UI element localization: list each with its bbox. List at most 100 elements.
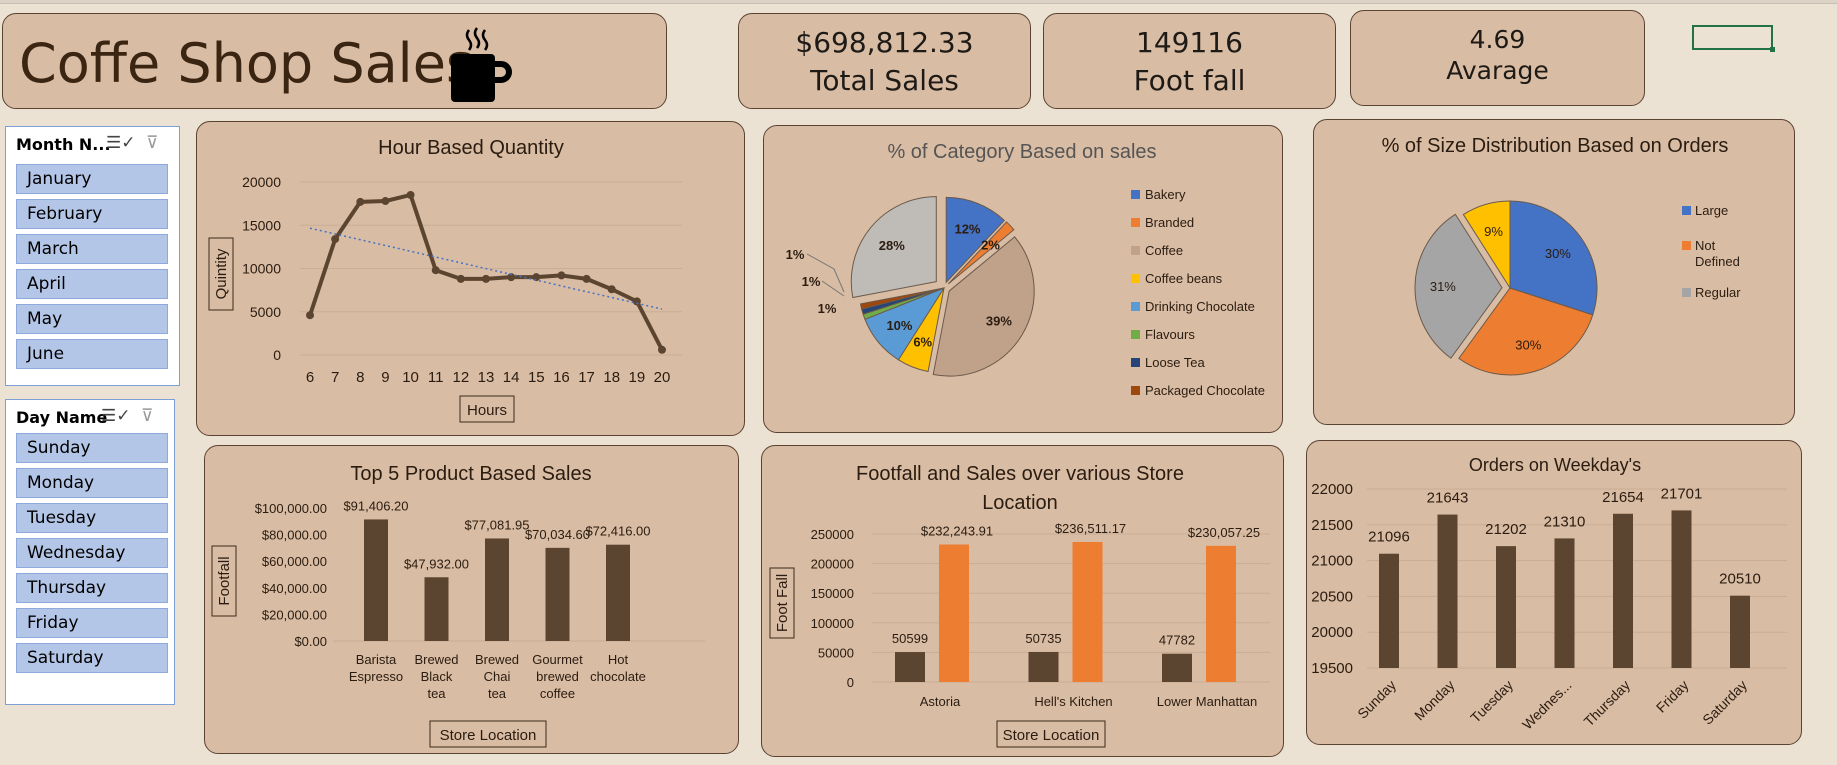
x-tick-label: Brewed Chai tea (475, 652, 519, 701)
bar (364, 519, 388, 641)
y-axis-title: Footfall (216, 556, 233, 605)
y-tick-label: 5000 (250, 304, 281, 320)
x-tick-label: Hot chocolate (590, 652, 646, 684)
slicer-item-wednesday[interactable]: Wednesday (16, 538, 168, 568)
slicer-item-february[interactable]: February (16, 199, 168, 229)
slice-label: 2% (981, 237, 1000, 252)
clear-filter-icon[interactable]: ⊽ (141, 406, 154, 425)
chart-title: Orders on Weekday's (1469, 455, 1641, 475)
data-label: $232,243.91 (921, 524, 993, 539)
y-tick-label: 20000 (1311, 624, 1353, 641)
data-label: 21643 (1427, 490, 1469, 507)
legend-swatch (1131, 190, 1140, 199)
y-tick-label: 20000 (242, 174, 281, 190)
leader-line (821, 280, 845, 297)
category-chart-card: % of Category Based on sales 12% 2% 39% 6% 10… (763, 125, 1283, 433)
legend-label: Not Defined (1695, 238, 1740, 269)
slicer-item-june[interactable]: June (16, 339, 168, 369)
selected-cell[interactable] (1692, 25, 1775, 52)
legend-swatch (1131, 302, 1140, 311)
y-axis-title-box (208, 237, 234, 311)
x-tick-label: 11 (428, 369, 444, 386)
pie-slice (945, 196, 1006, 284)
dashboard-title: Coffe Shop Sales (19, 32, 475, 95)
x-tick-label: 17 (578, 369, 595, 386)
slicer-item-may[interactable]: May (16, 304, 168, 334)
month-slicer-header: Month N... (16, 135, 111, 154)
slice-label: 1% (786, 247, 805, 262)
bar (1554, 538, 1575, 668)
kpi-average-value: 4.69 (1469, 25, 1526, 54)
day-slicer-header: Day Name (16, 408, 108, 427)
data-label: $77,081.95 (464, 517, 529, 532)
legend-label: Branded (1145, 215, 1194, 230)
legend-swatch (1131, 386, 1140, 395)
kpi-average: 4.69 Avarage (1350, 10, 1645, 106)
x-tick-label: 9 (381, 369, 389, 386)
chart-title: % of Category Based on sales (887, 141, 1156, 163)
data-label: $47,932.00 (404, 556, 469, 571)
x-axis-title: Store Location (440, 727, 537, 744)
y-axis-title-box (769, 567, 795, 639)
data-point (582, 274, 591, 283)
slice-label: 1% (802, 274, 821, 289)
slicer-item-friday[interactable]: Friday (16, 608, 168, 638)
data-label: 21654 (1602, 489, 1644, 506)
x-axis-title-box (996, 720, 1106, 748)
data-label: 50735 (1025, 631, 1061, 646)
chart-title: Footfall and Sales over various Store Loc… (856, 463, 1184, 514)
x-tick-label: 8 (356, 369, 364, 386)
legend-label: Drinking Chocolate (1145, 299, 1255, 314)
data-label: $72,416.00 (585, 524, 650, 539)
legend-swatch (1682, 241, 1691, 250)
slicer-item-tuesday[interactable]: Tuesday (16, 503, 168, 533)
y-tick-label: 250000 (811, 527, 854, 542)
data-point (406, 190, 415, 199)
y-tick-label: 15000 (242, 217, 281, 233)
pie-slice (1414, 213, 1503, 359)
slicer-item-monday[interactable]: Monday (16, 468, 168, 498)
bar (485, 538, 509, 641)
data-point (456, 274, 465, 283)
x-tick-label: 6 (306, 369, 314, 386)
bar (1028, 651, 1059, 682)
x-tick-label: Lower Manhattan (1157, 694, 1257, 709)
multi-select-icon[interactable]: ☰✓ (106, 133, 136, 152)
slicer-item-march[interactable]: March (16, 234, 168, 264)
pie-slice (1458, 287, 1594, 376)
bar (1206, 545, 1236, 682)
chart-title: Hour Based Quantity (378, 137, 564, 159)
multi-select-icon[interactable]: ☰✓ (101, 406, 131, 425)
x-axis-title-box (429, 720, 547, 748)
legend-swatch (1682, 206, 1691, 215)
clear-filter-icon[interactable]: ⊽ (146, 133, 159, 152)
slicer-item-january[interactable]: January (16, 164, 168, 194)
slicer-item-thursday[interactable]: Thursday (16, 573, 168, 603)
data-point (381, 197, 390, 206)
x-tick-label: 13 (478, 369, 495, 386)
bar (1613, 513, 1633, 668)
y-tick-label: 19500 (1311, 660, 1353, 677)
data-label: 47782 (1159, 633, 1195, 648)
y-tick-label: 200000 (811, 557, 854, 572)
legend-swatch (1131, 358, 1140, 367)
x-tick-label: Barista Espresso (349, 652, 403, 684)
slice-label: 10% (886, 318, 912, 333)
x-tick-label: 14 (503, 369, 520, 386)
kpi-average-label: Avarage (1446, 56, 1549, 85)
slicer-item-april[interactable]: April (16, 269, 168, 299)
x-axis-title: Store Location (1003, 727, 1100, 744)
data-label: 50599 (892, 631, 928, 646)
bar (424, 577, 449, 641)
slice-label: 28% (879, 238, 905, 253)
slicer-item-saturday[interactable]: Saturday (16, 643, 168, 673)
y-tick-label: $20,000.00 (262, 607, 327, 622)
y-tick-label: 20500 (1311, 588, 1353, 605)
data-label: 20510 (1719, 571, 1761, 588)
pie-slice (1462, 200, 1511, 290)
x-tick-label: Monday (1411, 677, 1458, 724)
products-chart-card: Top 5 Product Based Sales $0.00 $20,000.00… (204, 445, 739, 754)
title-card: Coffe Shop Sales (2, 13, 667, 109)
slicer-item-sunday[interactable]: Sunday (16, 433, 168, 463)
data-label: $230,057.25 (1188, 525, 1260, 540)
